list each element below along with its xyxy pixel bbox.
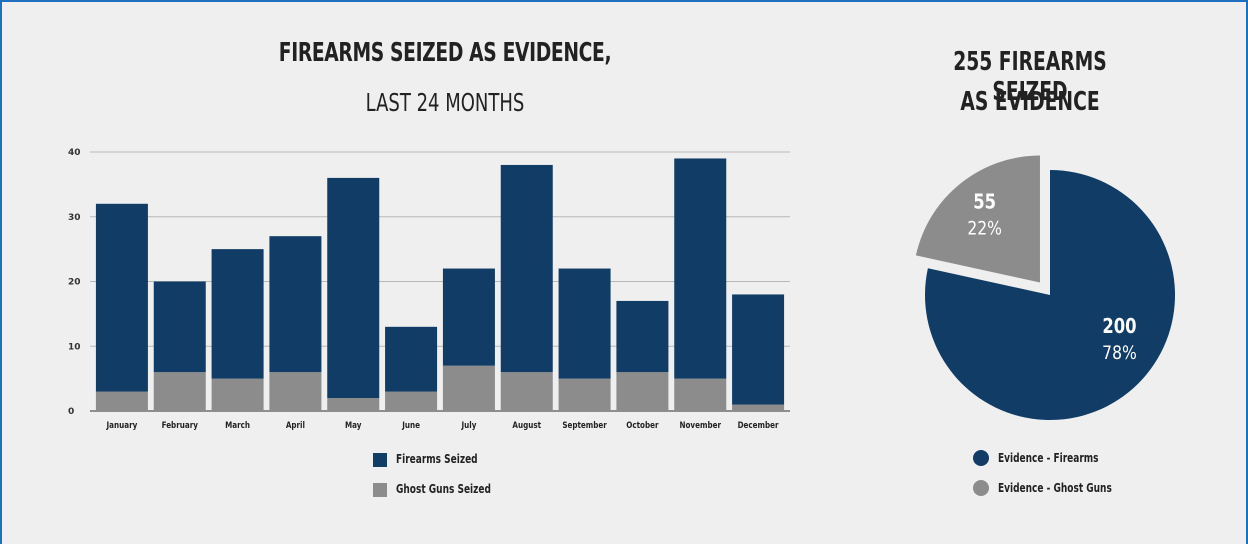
bar-ghost-guns-seized <box>732 404 785 411</box>
bar-firearms-seized <box>500 164 553 373</box>
x-tick-label: September <box>562 419 607 430</box>
bar-firearms-seized <box>327 177 380 399</box>
y-tick-label: 40 <box>68 148 81 158</box>
legend-label-evidence-ghost-guns: Evidence - Ghost Guns <box>998 481 1112 495</box>
y-tick-label: 30 <box>68 213 81 223</box>
y-tick-label: 10 <box>68 342 81 352</box>
bar-chart-subtitle: LAST 24 MONTHS <box>365 88 525 117</box>
bar-ghost-guns-seized <box>674 378 727 411</box>
x-tick-label: March <box>225 419 250 430</box>
bar-firearms-seized <box>95 203 148 392</box>
x-tick-label: April <box>286 419 305 430</box>
bar-ghost-guns-seized <box>153 372 206 411</box>
bar-chart: 0 10 20 30 40 January February March April May Jun… <box>68 148 790 430</box>
x-tick-label: February <box>162 419 199 430</box>
x-tick-label: May <box>345 419 362 430</box>
x-tick-label: December <box>738 419 779 430</box>
legend-swatch-firearms <box>373 453 387 467</box>
bar-ghost-guns-seized <box>327 398 380 411</box>
y-tick-label: 0 <box>68 407 74 417</box>
legend-label-ghost-guns: Ghost Guns Seized <box>396 482 491 496</box>
bar-firearms-seized <box>211 249 264 379</box>
bar-ghost-guns-seized <box>442 365 495 411</box>
bar-ghost-guns-seized <box>616 372 669 411</box>
legend-dot-evidence-firearms <box>973 450 989 466</box>
pie-chart-title: 255 FIREARMS SEIZED <box>953 47 1107 107</box>
legend-swatch-ghost-guns <box>373 483 387 497</box>
bar-ghost-guns-seized <box>500 372 553 411</box>
bar-firearms-seized <box>269 236 322 373</box>
bar-ghost-guns-seized <box>211 378 264 411</box>
legend-dot-evidence-ghost-guns <box>973 480 989 496</box>
y-tick-label: 20 <box>68 278 81 288</box>
bar-firearms-seized <box>732 294 785 405</box>
x-tick-label: August <box>512 419 541 430</box>
bar-ghost-guns-seized <box>95 391 148 411</box>
x-tick-label: November <box>679 419 721 430</box>
bar-firearms-seized <box>385 326 438 392</box>
pie-chart-subtitle: AS EVIDENCE <box>960 87 1100 117</box>
bar-chart-title: FIREARMS SEIZED AS EVIDENCE, <box>278 38 612 68</box>
x-tick-label: January <box>106 419 138 430</box>
x-tick-label: October <box>626 419 658 430</box>
x-tick-label: July <box>461 419 477 430</box>
legend-label-evidence-firearms: Evidence - Firearms <box>998 451 1099 465</box>
bar-ghost-guns-seized <box>269 372 322 411</box>
bar-firearms-seized <box>616 300 669 373</box>
bar-firearms-seized <box>674 158 727 379</box>
x-tick-label: June <box>401 419 420 430</box>
bar-firearms-seized <box>153 281 206 373</box>
bar-ghost-guns-seized <box>558 378 611 411</box>
bar-ghost-guns-seized <box>385 391 438 411</box>
bar-firearms-seized <box>442 268 495 366</box>
legend-label-firearms: Firearms Seized <box>396 452 478 466</box>
bar-firearms-seized <box>558 268 611 379</box>
